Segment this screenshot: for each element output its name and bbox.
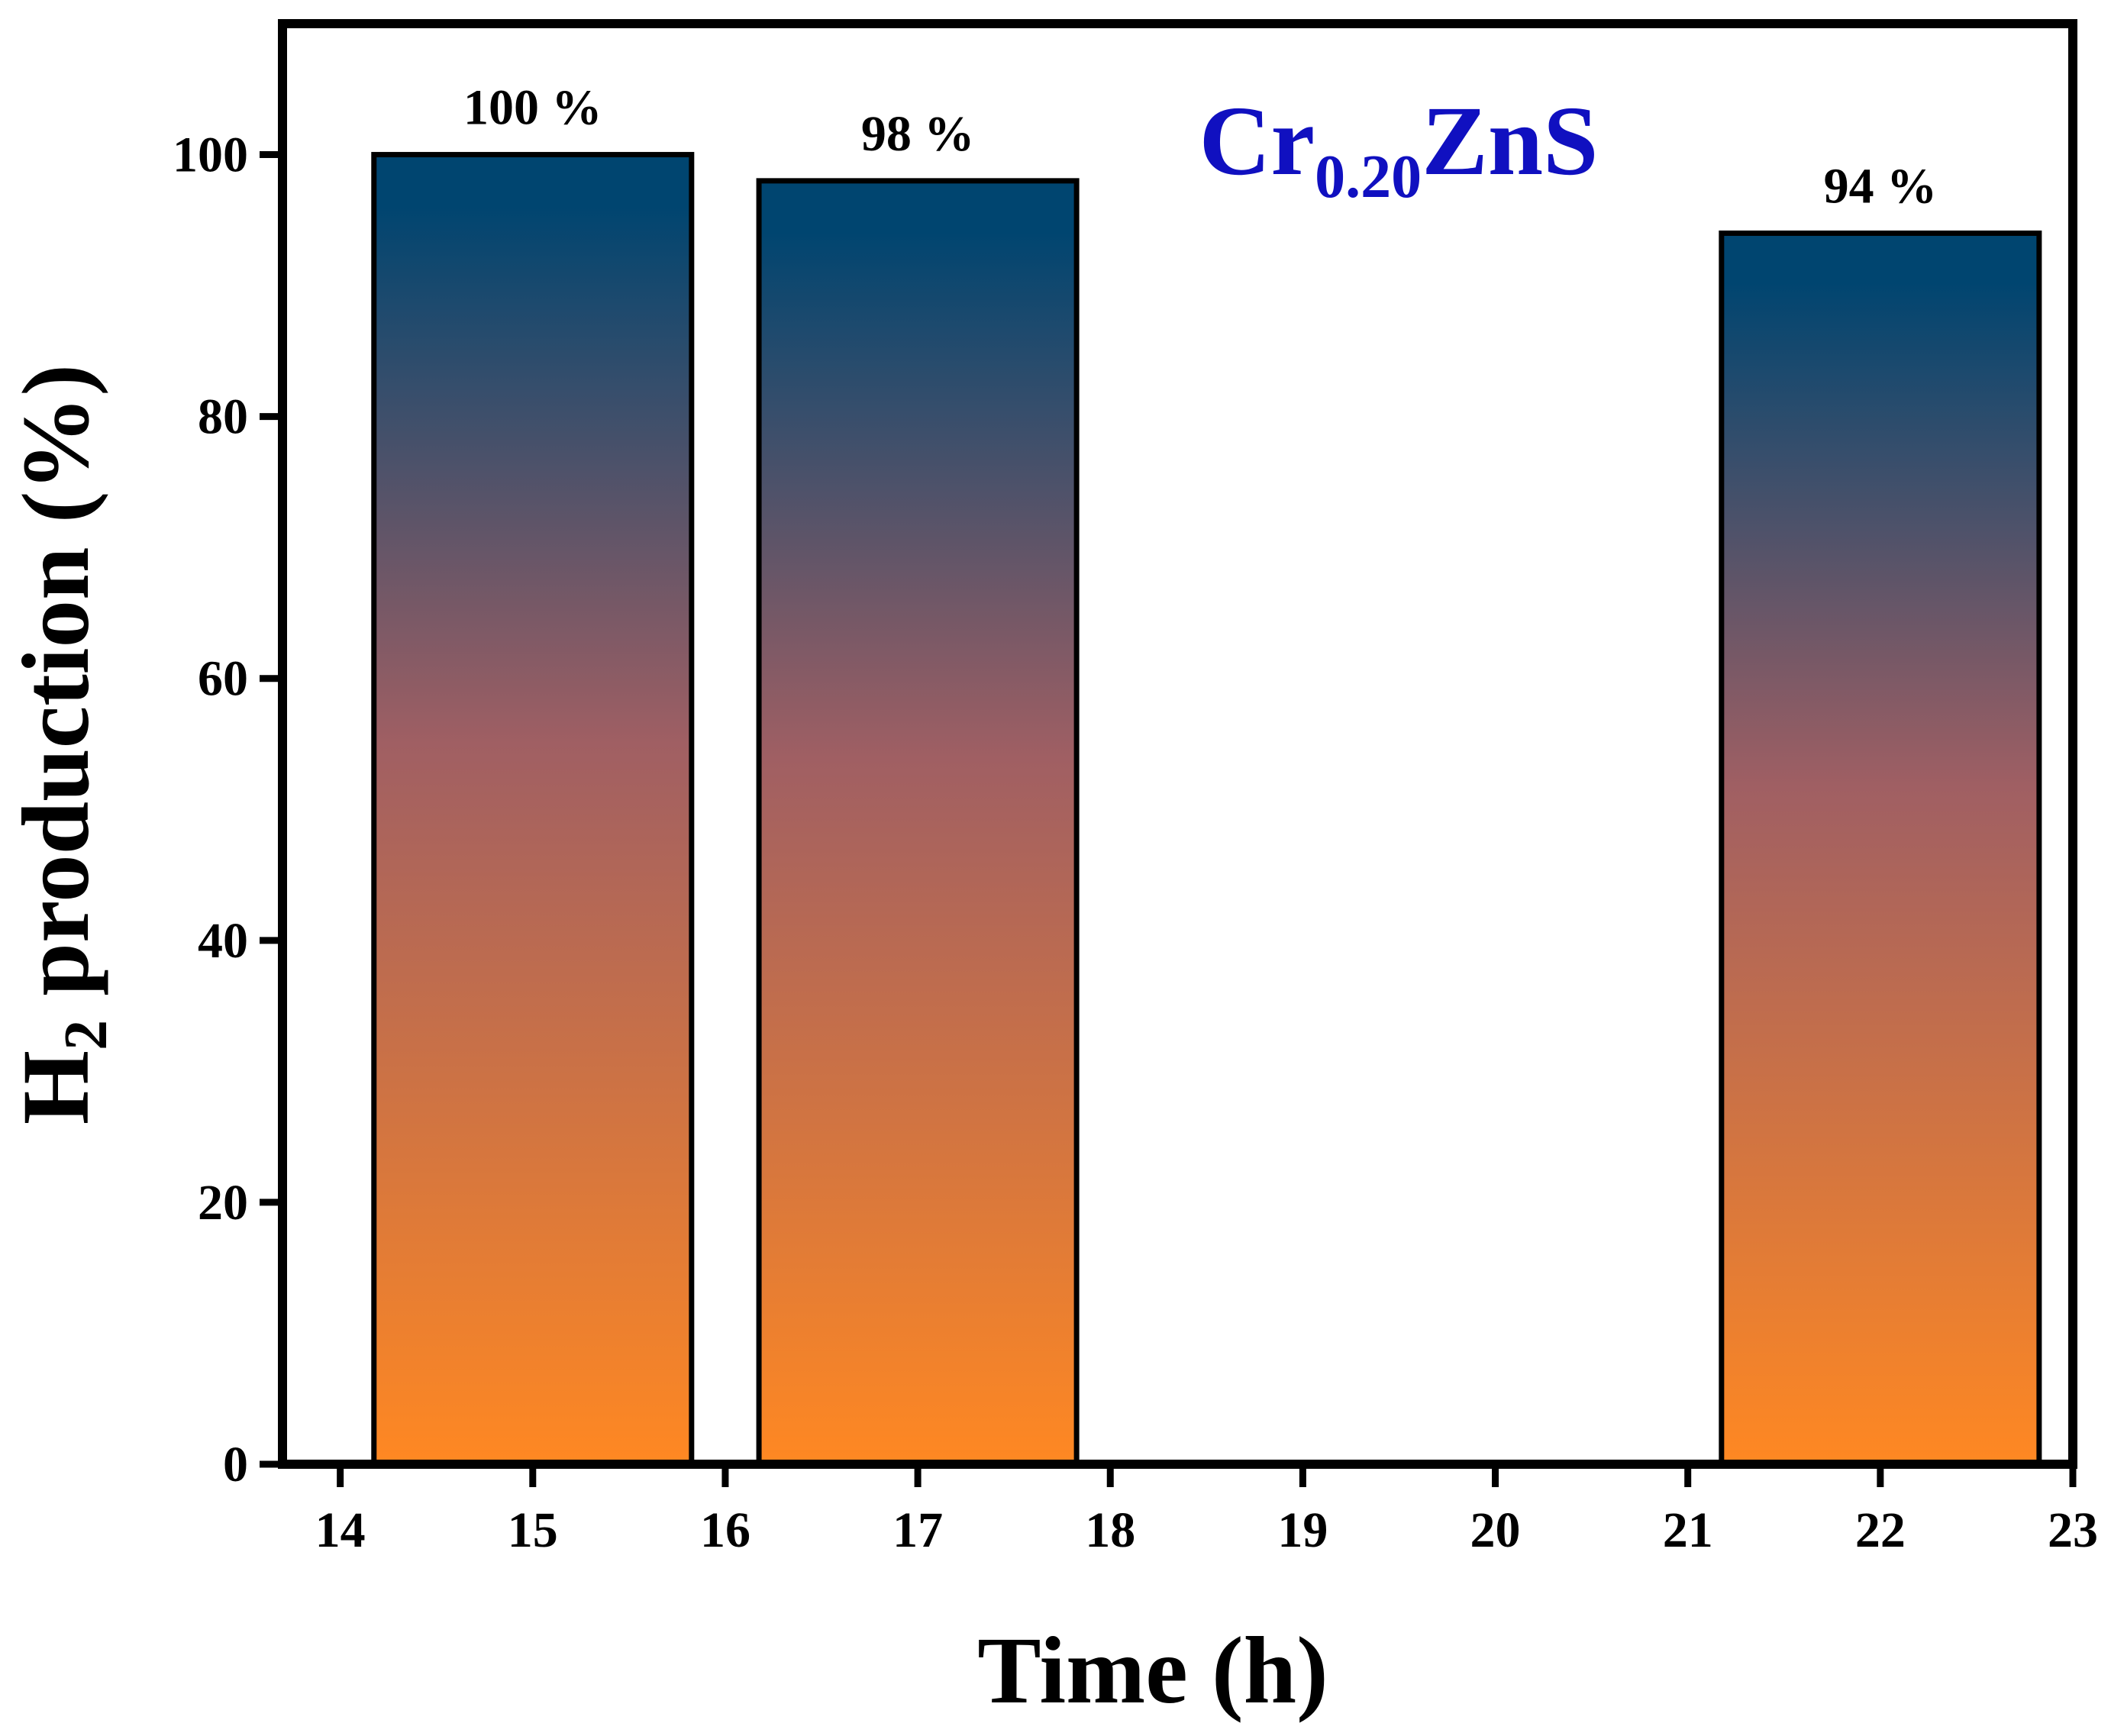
x-tick-label-16: 16 [700, 1502, 750, 1558]
y-tick-label-80: 80 [198, 389, 248, 445]
bar-label-17: 98 % [861, 106, 975, 162]
bar-22 [1719, 230, 2042, 1467]
x-tick-label-18: 18 [1085, 1502, 1135, 1558]
sample-label: Cr0.20ZnS [1199, 86, 1599, 211]
sample-label-main: Cr [1199, 86, 1315, 196]
x-tick-label-14: 14 [315, 1502, 366, 1558]
x-tick-label-17: 17 [892, 1502, 943, 1558]
bar-15 [371, 152, 695, 1467]
x-tick-label-21: 21 [1663, 1502, 1713, 1558]
bar-17 [756, 178, 1080, 1467]
plot-frame [278, 19, 2077, 1469]
y-tick-label-40: 40 [198, 913, 248, 969]
bar-label-15: 100 % [463, 80, 602, 136]
y-axis-title-main: H [4, 1050, 109, 1125]
data-labels: 100 % 98 % 94 % [463, 80, 1937, 215]
y-axis-title-suffix: production (%) [4, 364, 109, 1020]
x-tick-label-22: 22 [1855, 1502, 1906, 1558]
sample-label-subscript: 0.20 [1315, 144, 1422, 211]
x-tick-label-23: 23 [2048, 1502, 2098, 1558]
sample-label-suffix: ZnS [1422, 86, 1598, 196]
y-tick-label-20: 20 [198, 1175, 248, 1231]
y-tick-label-0: 0 [223, 1437, 248, 1492]
y-axis-title-subscript: 2 [53, 1020, 120, 1050]
y-axis-title: H2 production (%) [4, 364, 120, 1125]
bar-label-22: 94 % [1824, 158, 1938, 214]
x-tick-label-19: 19 [1277, 1502, 1328, 1558]
x-tick-label-20: 20 [1470, 1502, 1521, 1558]
y-tick-label-60: 60 [198, 651, 248, 707]
y-tick-label-100: 100 [173, 127, 248, 183]
x-axis-title: Time (h) [977, 1618, 1328, 1724]
x-tick-label-15: 15 [508, 1502, 558, 1558]
bars-group [371, 152, 2042, 1467]
axis-ticks: 14 15 16 17 18 19 20 21 22 23 0 20 40 60 80 100 [173, 127, 2098, 1558]
